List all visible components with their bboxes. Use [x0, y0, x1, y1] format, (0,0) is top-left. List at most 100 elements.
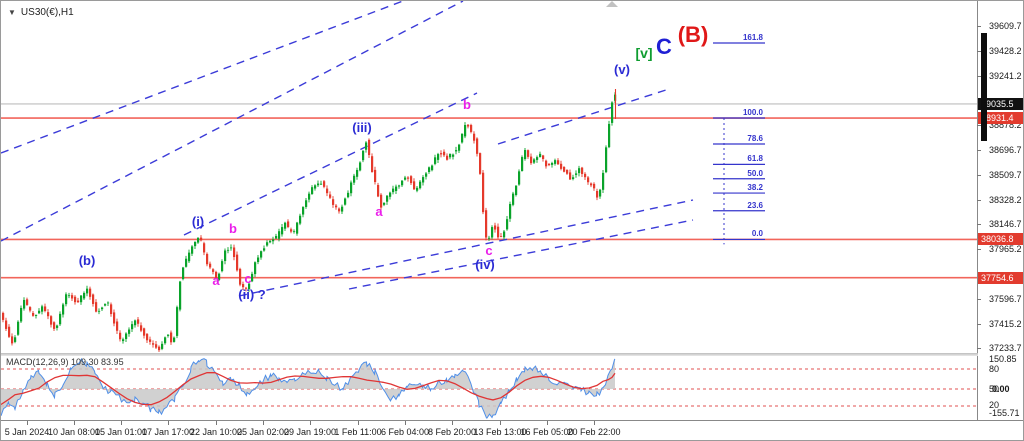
wave-annotation-label[interactable]: (v) [614, 62, 630, 77]
level-price-box: 37754.6 [978, 272, 1023, 284]
fib-level-label: 50.0 [747, 168, 763, 178]
wave-annotation-label[interactable]: a [212, 273, 220, 288]
macd-signal-line [1, 371, 616, 406]
fib-level-label: 23.6 [747, 200, 763, 210]
time-axis-tick [310, 421, 311, 425]
price-axis-label: 38878.2 [989, 120, 1022, 130]
trendline[interactable] [1, 1, 404, 154]
macd-scale-label: -155.71 [989, 408, 1020, 418]
price-axis-tick [977, 299, 981, 300]
current-price-box: 39035.5 [978, 98, 1023, 110]
wave-annotation-label[interactable]: (B) [677, 22, 709, 47]
trendline[interactable] [1, 1, 464, 242]
price-axis-label: 38146.7 [989, 219, 1022, 229]
wave-annotation-label[interactable]: (ii) ? [238, 287, 266, 302]
time-axis-label: 8 Feb 20:00 [427, 427, 477, 437]
price-axis-tick [977, 249, 981, 250]
time-axis-label: 6 Feb 04:00 [380, 427, 430, 437]
trendline[interactable] [238, 199, 694, 297]
time-axis-tick [500, 421, 501, 425]
time-axis-tick [27, 421, 28, 425]
time-axis-tick [452, 421, 453, 425]
price-axis-tick [977, 51, 981, 52]
wave-annotation-label[interactable]: a [375, 204, 383, 219]
price-axis-label: 37965.2 [989, 244, 1022, 254]
wave-annotation-label[interactable]: C [656, 34, 672, 59]
time-axis-tick [263, 421, 264, 425]
price-axis-label: 38328.2 [989, 195, 1022, 205]
wave-annotation-label[interactable]: c [485, 243, 493, 258]
wave-annotation-label[interactable]: (iv) [475, 257, 495, 272]
wave-annotation-label[interactable]: (b) [78, 253, 96, 268]
price-axis-tick [977, 348, 981, 349]
macd-indicator-label: MACD(12,26,9) 109.30 83.95 [6, 357, 124, 367]
wave-annotation-label[interactable]: (i) [191, 214, 205, 229]
time-axis-tick [547, 421, 548, 425]
candles-layer [2, 92, 617, 352]
time-axis-label: 13 Feb 13:00 [473, 427, 527, 437]
fib-level-label: 78.6 [747, 134, 763, 144]
macd-line [1, 357, 616, 419]
macd-scale-label: 50 [989, 384, 1000, 394]
macd-scale-label: 0.00 [992, 384, 1010, 394]
price-axis-label: 38509.7 [989, 170, 1022, 180]
time-axis-tick [74, 421, 75, 425]
time-axis-label: 15 Jan 01:00 [94, 427, 148, 437]
time-axis-label: 17 Jan 17:00 [141, 427, 195, 437]
price-axis-tick [977, 224, 981, 225]
price-axis-tick [977, 200, 981, 201]
time-axis-label: 1 Feb 11:00 [334, 427, 382, 437]
price-axis-label: 39241.2 [989, 71, 1022, 81]
time-axis-label: 25 Jan 02:00 [236, 427, 290, 437]
price-axis-tick [977, 76, 981, 77]
time-axis-tick [168, 421, 169, 425]
fib-level-label: 161.8 [742, 33, 763, 42]
wave-annotation-label[interactable]: c [244, 271, 252, 286]
macd-scale-label: 20 [989, 400, 1000, 410]
time-axis-label: 20 Feb 22:00 [567, 427, 621, 437]
macd-histogram-fill [1, 358, 615, 418]
price-axis[interactable] [977, 1, 1023, 440]
price-axis-tick [977, 324, 981, 325]
time-axis-label: 16 Feb 05:00 [520, 427, 574, 437]
wave-annotation-label[interactable]: (iii) [352, 120, 372, 135]
price-axis-range-marker [981, 33, 987, 141]
fib-level-label: 0.0 [751, 229, 763, 239]
wave-annotation-label[interactable]: b [463, 97, 471, 112]
time-axis-label: 5 Jan 2024 [4, 427, 50, 437]
trendline[interactable] [497, 88, 670, 145]
price-axis-tick [977, 175, 981, 176]
time-axis-label: 10 Jan 08:00 [47, 427, 101, 437]
fib-level-label: 100.0 [742, 108, 763, 118]
price-axis-tick [977, 150, 981, 151]
macd-scale-label: 150.85 [989, 354, 1017, 364]
time-axis-tick [358, 421, 359, 425]
wave-annotation-label[interactable]: b [229, 221, 237, 236]
trendline[interactable] [183, 92, 478, 236]
indicator-splitter[interactable] [1, 353, 978, 356]
fibonacci-retracement[interactable] [713, 42, 765, 245]
price-axis-label: 37233.7 [989, 343, 1022, 353]
time-axis-tick [405, 421, 406, 425]
fib-level-label: 38.2 [747, 183, 763, 193]
chart-shift-marker-icon[interactable] [606, 1, 618, 7]
price-axis-tick [977, 125, 981, 126]
price-axis-label: 37596.7 [989, 294, 1022, 304]
collapse-arrow-icon[interactable]: ▼ [8, 8, 16, 17]
time-axis[interactable] [1, 420, 1023, 440]
symbol-title[interactable]: ▼ US30(€),H1 [8, 7, 74, 18]
price-axis-tick [977, 26, 981, 27]
time-axis-label: 22 Jan 10:00 [189, 427, 243, 437]
level-price-box: 38931.4 [978, 112, 1023, 124]
macd-scale-label: 80 [989, 364, 1000, 374]
wave-annotation-label[interactable]: [v] [635, 45, 653, 61]
trendline[interactable] [348, 219, 694, 290]
price-axis-label: 39609.7 [989, 21, 1022, 31]
time-axis-tick [216, 421, 217, 425]
price-axis-label: 38696.7 [989, 145, 1022, 155]
fib-level-label: 61.8 [747, 154, 763, 164]
price-axis-label: 39428.2 [989, 46, 1022, 56]
symbol-period-label: US30(€),H1 [20, 7, 74, 18]
